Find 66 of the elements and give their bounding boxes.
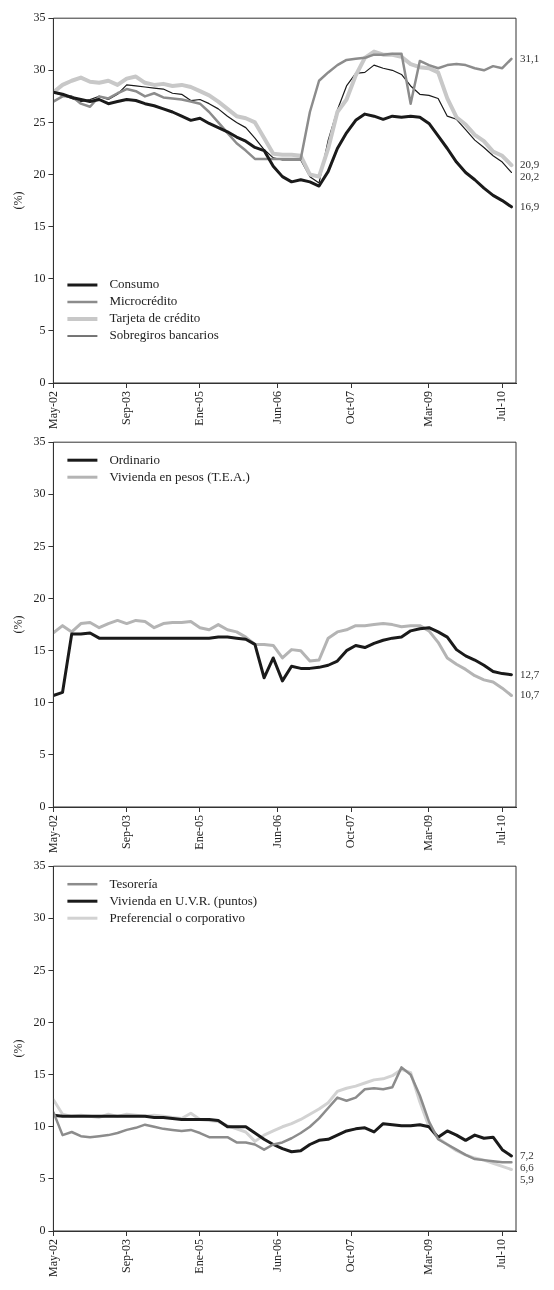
x-tick-label: Ene-05 [192, 815, 207, 850]
legend-label: Tesorería [109, 875, 158, 891]
x-tick-label: Jun-06 [269, 815, 284, 848]
y-tick-label: 35 [33, 858, 46, 873]
annotation: 5,9 [520, 1172, 535, 1185]
annotation: 31,1 [520, 51, 540, 64]
annotation: 20,2 [520, 170, 540, 183]
x-tick-label: Mar-09 [421, 1239, 436, 1275]
y-tick-label: 30 [33, 910, 46, 925]
legend-label: Microcrédito [109, 293, 178, 309]
annotation: 10,7 [520, 688, 540, 701]
legend-label: Consumo [109, 276, 160, 292]
x-tick-label: Jul-10 [494, 815, 509, 846]
x-tick-label: Oct-07 [343, 815, 358, 849]
legend-label: Ordinario [109, 451, 160, 467]
x-tick-label: May-02 [45, 1239, 60, 1278]
x-tick-label: Sep-03 [118, 1239, 133, 1274]
y-axis-title: (%) [11, 1039, 26, 1058]
y-tick-label: 10 [33, 694, 46, 709]
x-tick-label: Mar-09 [421, 815, 436, 851]
x-tick-label: Jun-06 [269, 1239, 284, 1272]
x-tick-label: Oct-07 [343, 1239, 358, 1273]
y-tick-label: 5 [39, 323, 46, 338]
x-tick-label: Sep-03 [118, 815, 133, 850]
legend-label: Vivienda en U.V.R. (puntos) [109, 892, 258, 908]
x-tick-label: Ene-05 [192, 391, 207, 426]
y-axis-title: (%) [11, 191, 26, 210]
y-tick-label: 20 [33, 166, 46, 181]
legend-label: Preferencial o corporativo [109, 909, 246, 925]
legend-label: Tarjeta de crédito [109, 310, 201, 326]
legend-label: Vivienda en pesos (T.E.A.) [109, 468, 250, 484]
annotation: 6,6 [520, 1160, 535, 1173]
x-tick-label: Jul-10 [494, 391, 509, 422]
y-tick-label: 10 [33, 1118, 46, 1133]
y-tick-label: 35 [33, 434, 46, 449]
y-tick-label: 20 [33, 590, 46, 605]
y-tick-label: 15 [33, 1066, 46, 1081]
y-tick-label: 5 [39, 1171, 46, 1186]
y-tick-label: 25 [33, 114, 46, 129]
x-tick-label: May-02 [45, 391, 60, 430]
y-tick-label: 5 [39, 747, 46, 762]
y-tick-label: 0 [39, 799, 46, 814]
y-tick-label: 20 [33, 1014, 46, 1029]
x-tick-label: May-02 [45, 815, 60, 854]
y-tick-label: 15 [33, 218, 46, 233]
x-tick-label: Ene-05 [192, 1239, 207, 1274]
y-tick-label: 0 [39, 375, 46, 390]
y-tick-label: 30 [33, 486, 46, 501]
y-tick-label: 35 [33, 10, 46, 25]
x-tick-label: Oct-07 [343, 391, 358, 425]
y-tick-label: 10 [33, 270, 46, 285]
annotation: 16,9 [520, 199, 540, 212]
y-axis-title: (%) [11, 615, 26, 634]
y-tick-label: 0 [39, 1223, 46, 1238]
annotation: 20,9 [520, 158, 540, 171]
legend-label: Sobregiros bancarios [109, 327, 219, 343]
y-tick-label: 25 [33, 538, 46, 553]
x-tick-label: Sep-03 [118, 391, 133, 426]
x-tick-label: Mar-09 [421, 391, 436, 427]
y-tick-label: 15 [33, 642, 46, 657]
x-tick-label: Jun-06 [269, 391, 284, 424]
y-tick-label: 25 [33, 962, 46, 977]
x-tick-label: Jul-10 [494, 1239, 509, 1270]
annotation: 7,2 [520, 1148, 534, 1161]
y-tick-label: 30 [33, 62, 46, 77]
annotation: 12,7 [520, 667, 540, 680]
